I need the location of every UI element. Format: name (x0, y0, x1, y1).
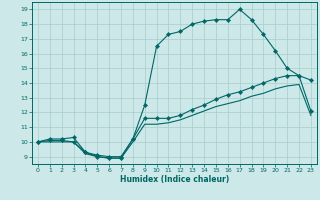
X-axis label: Humidex (Indice chaleur): Humidex (Indice chaleur) (120, 175, 229, 184)
